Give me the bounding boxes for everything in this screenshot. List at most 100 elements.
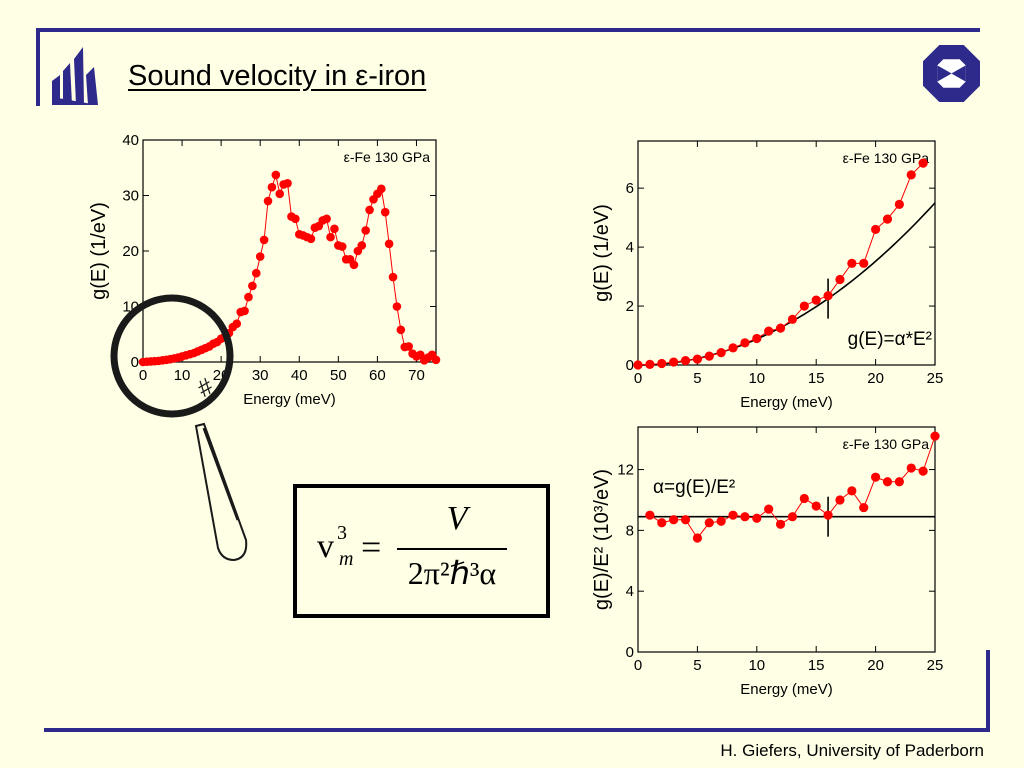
y-tick-label: 4 (626, 583, 634, 600)
data-point (692, 354, 702, 364)
data-point (380, 207, 390, 217)
annotation-label: ε-Fe 130 GPa (843, 436, 930, 452)
data-point (322, 214, 331, 224)
data-point (871, 472, 881, 482)
data-point (882, 477, 893, 487)
x-axis-label: Energy (meV) (740, 681, 833, 698)
data-point (404, 342, 413, 351)
data-point (918, 466, 928, 476)
data-point (918, 158, 928, 168)
plot-frame (637, 140, 936, 366)
data-point (894, 477, 904, 487)
data-point (337, 242, 347, 251)
data-point (259, 235, 269, 245)
data-point (716, 516, 726, 526)
y-tick-label: 2 (626, 298, 634, 315)
data-point (384, 239, 394, 249)
data-point (361, 226, 370, 235)
x-tick-label: 5 (693, 657, 701, 674)
data-point (847, 486, 857, 496)
frame-top-line (38, 28, 980, 32)
data-point (799, 301, 809, 311)
data-point (267, 182, 277, 192)
data-point (835, 495, 845, 505)
data-point (232, 319, 242, 329)
data-point (357, 241, 367, 250)
data-point (716, 348, 726, 358)
data-point (396, 325, 406, 335)
data-point (388, 272, 398, 282)
x-tick-label: 20 (867, 657, 884, 674)
y-tick-label: 6 (626, 180, 634, 197)
x-tick-label: 5 (693, 370, 701, 387)
x-tick-label: 10 (174, 367, 191, 384)
x-tick-label: 60 (369, 367, 386, 384)
data-point (871, 224, 881, 235)
data-point (240, 306, 249, 316)
chart-low-energy-dos: 0 5 10 15 20 25 0 2 4 6 Energy (meV) g(E) (1/eV) ε-F… (591, 140, 944, 411)
data-point (251, 268, 261, 278)
university-logo-icon (52, 47, 98, 105)
data-point (669, 357, 679, 367)
data-point (787, 512, 798, 522)
data-point (740, 512, 750, 522)
data-point (752, 333, 762, 344)
data-point (392, 302, 402, 311)
frame-left-line (36, 28, 40, 106)
y-tick-label: 30 (122, 188, 139, 205)
x-tick-label: 0 (139, 367, 147, 384)
x-tick-label: 0 (634, 657, 642, 674)
data-point (680, 515, 691, 525)
x-tick-label: 10 (748, 370, 765, 387)
data-point (306, 234, 316, 244)
x-tick-label: 25 (927, 370, 944, 387)
x-tick-label: 15 (808, 657, 825, 674)
data-point (835, 274, 845, 285)
data-point (811, 501, 821, 511)
data-point (263, 196, 273, 206)
data-point (248, 281, 257, 291)
formula-v: v (317, 528, 334, 565)
formula-subscript: m (339, 548, 354, 570)
data-point (255, 252, 265, 261)
fit-label: α=g(E)/E² (653, 477, 735, 498)
data-point (669, 515, 679, 525)
y-axis-label: g(E)/E² (10³/eV) (591, 469, 613, 610)
formula-lhs: v 3 m (317, 522, 353, 570)
x-tick-label: 10 (748, 657, 765, 674)
annotation-label: ε-Fe 130 GPa (344, 149, 431, 165)
data-point (244, 292, 253, 302)
data-point (431, 355, 441, 365)
y-tick-label: 12 (617, 462, 634, 479)
data-point (799, 493, 809, 504)
x-tick-label: 20 (867, 370, 884, 387)
data-point (752, 513, 762, 523)
data-point (680, 355, 691, 366)
data-point (859, 258, 869, 268)
data-point (657, 358, 667, 369)
data-point (704, 518, 714, 528)
data-point (740, 338, 750, 348)
y-axis-label: g(E) (1/eV) (591, 204, 613, 302)
data-point (823, 291, 833, 301)
data-point (349, 260, 359, 270)
slide-footer: H. Giefers, University of Paderborn (720, 741, 984, 760)
data-point (275, 189, 285, 199)
data-point (775, 519, 786, 529)
data-point (906, 170, 916, 180)
data-point (847, 258, 857, 268)
x-axis-label: Energy (meV) (740, 394, 833, 411)
x-tick-label: 70 (408, 367, 425, 384)
y-tick-label: 0 (131, 354, 139, 371)
institute-octagon-logo-icon (923, 45, 980, 102)
frame-right-line (986, 650, 990, 732)
frame-bottom-line (44, 728, 990, 732)
x-tick-label: 40 (291, 367, 308, 384)
y-tick-label: 4 (626, 239, 634, 256)
y-tick-label: 0 (626, 357, 634, 374)
data-point (775, 323, 786, 333)
x-tick-label: 50 (330, 367, 347, 384)
data-point (906, 463, 916, 473)
y-tick-label: 8 (626, 522, 634, 539)
